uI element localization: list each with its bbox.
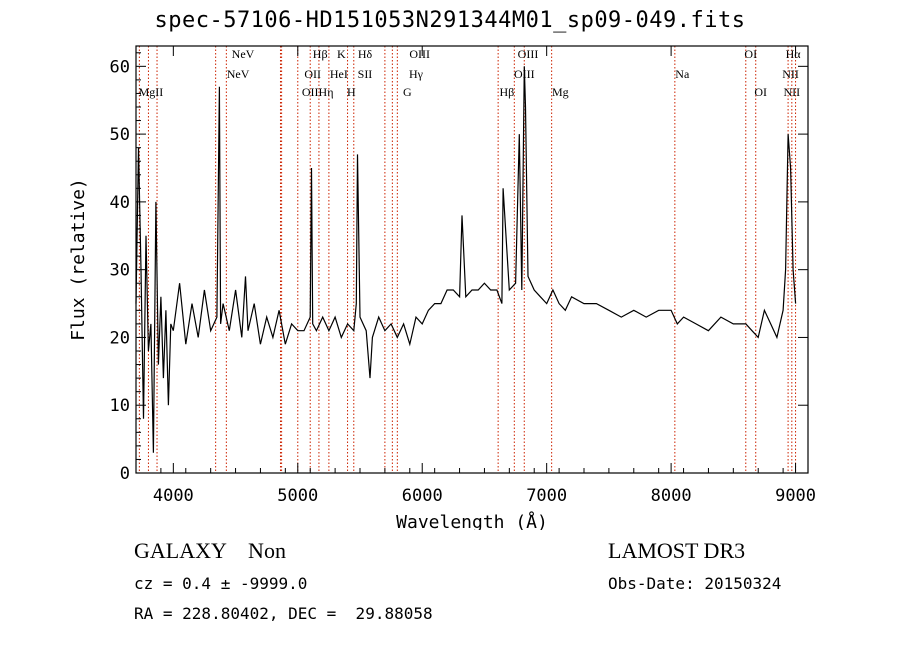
y-tick-label-0: 0 [120, 464, 130, 484]
y-tick-label-1: 10 [110, 396, 130, 416]
y-tick-label-3: 30 [110, 261, 130, 281]
x-tick-label-4: 8000 [651, 486, 692, 506]
survey-label: LAMOST DR3 [608, 538, 746, 563]
spectrum-line [135, 66, 797, 453]
x-tick-label-3: 7000 [526, 486, 567, 506]
marker-label-0: NeV [232, 47, 255, 61]
marker-label-19: G [403, 85, 412, 99]
marker-label-13: Hγ [409, 67, 424, 81]
plot-frame [135, 45, 809, 474]
chart-title: spec-57106-HD151053N291344M01_sp09-049.f… [154, 8, 746, 33]
x-tick-label-0: 4000 [153, 486, 194, 506]
spectrum-plot: NeV NeV Hβ K Hδ OIII OIII OI Hα MgII OII HeI SII Hγ OI… [68, 45, 816, 530]
x-tick-label-5: 9000 [775, 486, 816, 506]
marker-label-15: Na [675, 67, 690, 81]
marker-label-10: OII [304, 67, 321, 81]
marker-label-7: OI [744, 47, 757, 61]
y-tick-label-4: 40 [110, 193, 130, 213]
marker-label-4: Hδ [358, 47, 373, 61]
obs-date-line: Obs-Date: 20150324 [608, 574, 782, 593]
marker-label-9: MgII [139, 85, 164, 99]
x-tick-label-1: 5000 [277, 486, 318, 506]
marker-label-11: HeI [330, 67, 348, 81]
marker-label-12: SII [358, 67, 373, 81]
y-tick-label-5: 50 [110, 125, 130, 145]
marker-label-17: OIIHη [302, 85, 334, 99]
marker-label-5: OIII [409, 47, 430, 61]
marker-label-6: OIII [518, 47, 539, 61]
redshift-line: cz = 0.4 ± -9999.0 [134, 574, 308, 593]
y-axis-label: Flux (relative) [68, 178, 89, 341]
x-tick-label-2: 6000 [402, 486, 443, 506]
marker-label-8: Hα [786, 47, 802, 61]
x-axis-label: Wavelength (Å) [396, 511, 548, 530]
marker-label-20: Hβ [499, 85, 514, 99]
marker-label-23: NII [783, 85, 800, 99]
radec-line: RA = 228.80402, DEC = 29.88058 [134, 604, 433, 623]
marker-label-21: Mg [552, 85, 569, 99]
marker-label-22: OI [754, 85, 767, 99]
object-class-label: GALAXY Non [134, 538, 286, 563]
marker-label-2: Hβ [313, 47, 328, 61]
marker-label-16: NII [782, 67, 799, 81]
marker-label-3: K [337, 47, 346, 61]
marker-label-18: H [347, 85, 356, 99]
y-tick-label-2: 20 [110, 328, 130, 348]
marker-label-1: NeV [227, 67, 250, 81]
y-tick-label-6: 60 [110, 57, 130, 77]
